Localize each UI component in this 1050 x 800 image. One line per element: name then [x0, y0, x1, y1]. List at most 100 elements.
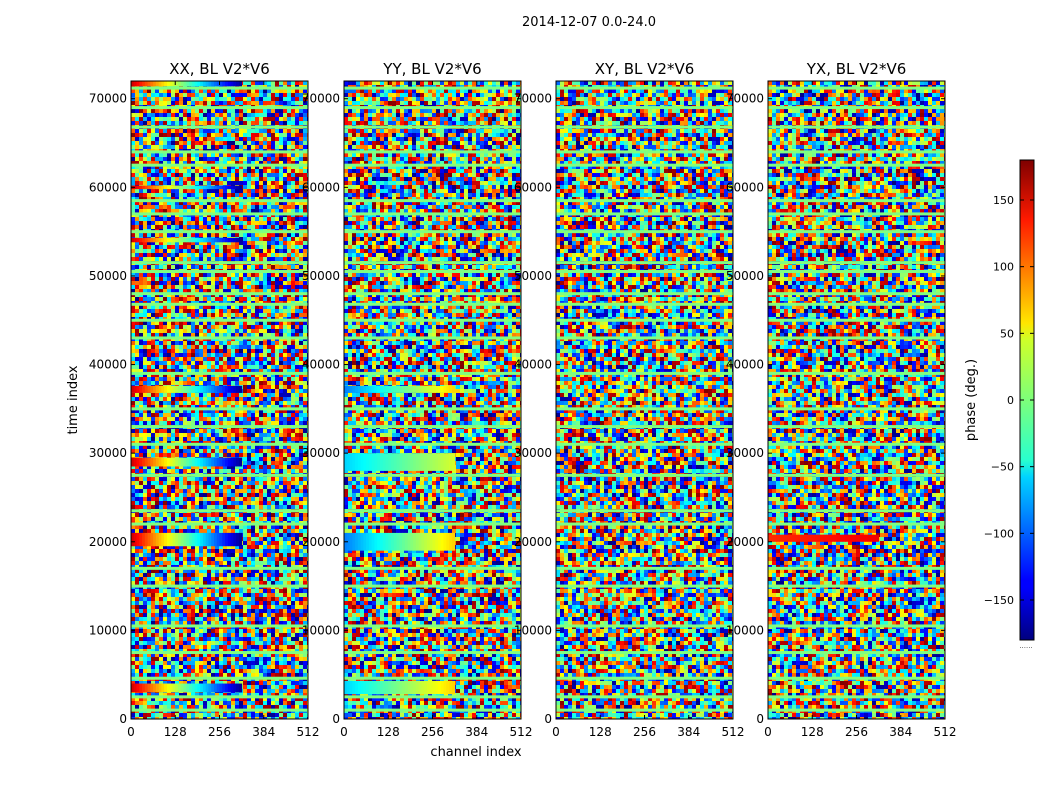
- heatmap-cell: [227, 141, 231, 145]
- heatmap-cell: [207, 177, 211, 181]
- heatmap-cell: [215, 409, 219, 413]
- heatmap-cell: [227, 273, 231, 277]
- heatmap-cell: [167, 429, 171, 433]
- heatmap-cell: [147, 465, 151, 469]
- heatmap-cell: [247, 181, 251, 185]
- heatmap-cell: [215, 133, 219, 137]
- heatmap-cell: [163, 193, 167, 197]
- heatmap-cell: [207, 357, 211, 361]
- heatmap-cell: [191, 313, 195, 317]
- heatmap-cell: [283, 113, 287, 117]
- heatmap-cell: [207, 477, 211, 481]
- heatmap-cell: [291, 401, 295, 405]
- heatmap-cell: [231, 249, 235, 253]
- heatmap-cell: [171, 265, 175, 269]
- heatmap-cell: [259, 333, 263, 337]
- heatmap-cell: [199, 409, 203, 413]
- heatmap-cell: [159, 445, 163, 449]
- heatmap-cell: [223, 413, 227, 417]
- heatmap-cell: [135, 141, 139, 145]
- heatmap-cell: [263, 161, 267, 165]
- heatmap-cell: [215, 145, 219, 149]
- heatmap-cell: [143, 173, 147, 177]
- heatmap-cell: [139, 493, 143, 497]
- heatmap-cell: [131, 325, 135, 329]
- heatmap-cell: [239, 417, 243, 421]
- heatmap-cell: [143, 289, 147, 293]
- heatmap-cell: [239, 493, 243, 497]
- heatmap-cell: [295, 305, 299, 309]
- heatmap-cell: [179, 397, 183, 401]
- heatmap-cell: [211, 477, 215, 481]
- heatmap-cell: [199, 341, 203, 345]
- heatmap-cell: [183, 513, 187, 517]
- heatmap-cell: [219, 277, 223, 281]
- heatmap-cell: [243, 313, 247, 317]
- heatmap-cell: [227, 297, 231, 301]
- heatmap-cell: [147, 353, 151, 357]
- heatmap-cell: [143, 157, 147, 161]
- heatmap-cell: [163, 133, 167, 137]
- heatmap-cell: [135, 365, 139, 369]
- heatmap-cell: [159, 449, 163, 453]
- heatmap-cell: [187, 121, 191, 125]
- heatmap-cell: [203, 325, 207, 329]
- heatmap-cell: [207, 333, 211, 337]
- heatmap-cell: [271, 413, 275, 417]
- heatmap-cell: [211, 501, 215, 505]
- heatmap-cell: [139, 109, 143, 113]
- heatmap-cell: [147, 477, 151, 481]
- heatmap-cell: [267, 245, 271, 249]
- heatmap-cell: [279, 465, 283, 469]
- heatmap-cell: [227, 169, 231, 173]
- heatmap-cell: [291, 437, 295, 441]
- heatmap-cell: [227, 449, 231, 453]
- heatmap-cell: [171, 245, 175, 249]
- heatmap-cell: [215, 101, 219, 105]
- heatmap-cell: [291, 161, 295, 165]
- heatmap-cell: [267, 457, 271, 461]
- heatmap-cell: [155, 485, 159, 489]
- heatmap-cell: [303, 221, 307, 225]
- heatmap-cell: [279, 517, 283, 521]
- heatmap-cell: [287, 429, 291, 433]
- heatmap-cell: [215, 369, 219, 373]
- heatmap-cell: [223, 257, 227, 261]
- heatmap-cell: [135, 401, 139, 405]
- heatmap-cell: [135, 205, 139, 209]
- heatmap-cell: [143, 129, 147, 133]
- heatmap-cell: [287, 233, 291, 237]
- heatmap-cell: [271, 205, 275, 209]
- heatmap-cell: [171, 505, 175, 509]
- heatmap-cell: [263, 361, 267, 365]
- heatmap-cell: [227, 285, 231, 289]
- heatmap-cell: [207, 161, 211, 165]
- heatmap-cell: [255, 485, 259, 489]
- heatmap-cell: [159, 333, 163, 337]
- heatmap-cell: [231, 157, 235, 161]
- heatmap-cell: [147, 493, 151, 497]
- heatmap-cell: [167, 225, 171, 229]
- heatmap-cell: [135, 177, 139, 181]
- heatmap-cell: [195, 169, 199, 173]
- heatmap-cell: [219, 257, 223, 261]
- heatmap-cell: [203, 141, 207, 145]
- heatmap-cell: [175, 241, 179, 245]
- heatmap-cell: [275, 225, 279, 229]
- heatmap-cell: [171, 433, 175, 437]
- heatmap-cell: [167, 241, 171, 245]
- heatmap-cell: [283, 409, 287, 413]
- heatmap-cell: [291, 385, 295, 389]
- heatmap-cell: [271, 237, 275, 241]
- heatmap-cell: [271, 433, 275, 437]
- heatmap-cell: [219, 329, 223, 333]
- heatmap-cell: [175, 377, 179, 381]
- heatmap-cell: [215, 333, 219, 337]
- heatmap-cell: [275, 113, 279, 117]
- heatmap-cell: [191, 305, 195, 309]
- heatmap-cell: [211, 273, 215, 277]
- heatmap-cell: [179, 113, 183, 117]
- heatmap-cell: [159, 189, 163, 193]
- heatmap-cell: [279, 137, 283, 141]
- heatmap-cell: [287, 285, 291, 289]
